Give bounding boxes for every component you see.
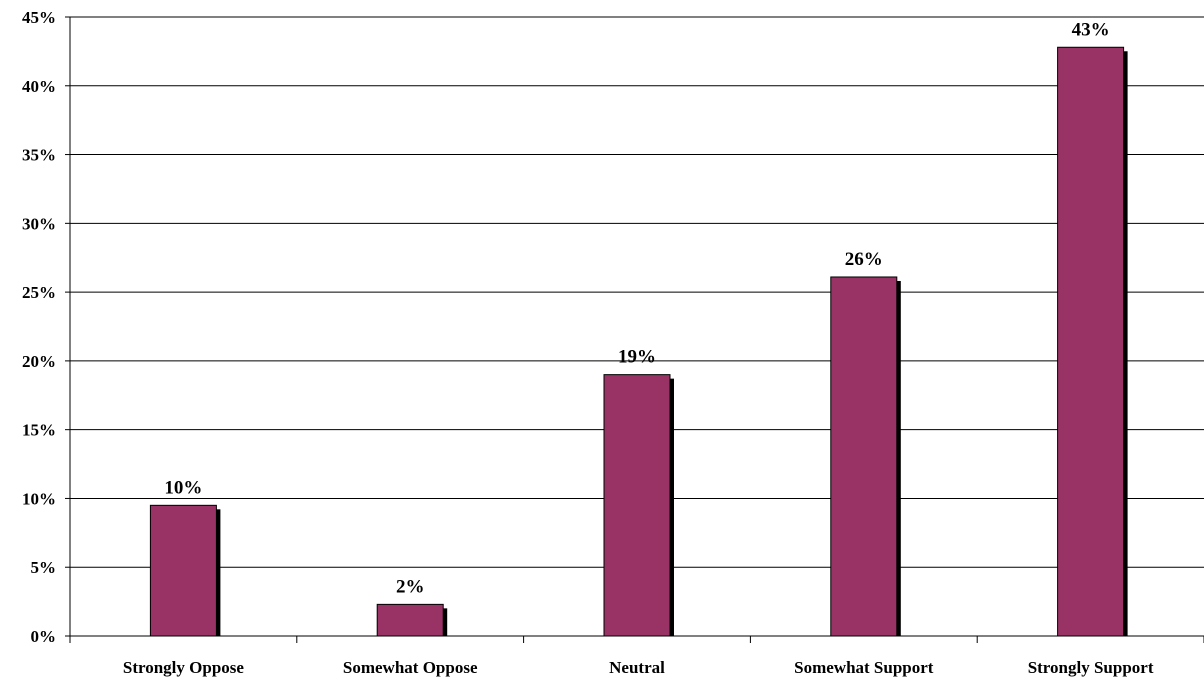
x-tick-label: Strongly Oppose — [123, 658, 245, 677]
gridlines — [70, 16, 1204, 568]
y-tick-label: 35% — [22, 146, 56, 165]
y-tick-label: 15% — [22, 421, 56, 440]
y-tick-label: 10% — [22, 489, 56, 508]
bar — [830, 276, 898, 637]
x-tick-label: Strongly Support — [1028, 658, 1154, 677]
bar — [149, 504, 217, 637]
bar — [376, 603, 444, 637]
x-tick-label: Somewhat Support — [794, 658, 934, 677]
y-tick-label: 45% — [22, 8, 56, 27]
y-tick-label: 20% — [22, 352, 56, 371]
bars — [149, 46, 1128, 637]
y-tick-label: 5% — [31, 558, 57, 577]
bar — [1057, 46, 1125, 637]
bar — [603, 374, 671, 637]
x-tick-label: Neutral — [609, 658, 665, 677]
y-tick-label: 25% — [22, 283, 56, 302]
data-label: 10% — [164, 477, 202, 498]
data-label: 43% — [1072, 19, 1110, 40]
y-tick-label: 30% — [22, 214, 56, 233]
labels: 0% 5% 10% 15% 20% 25% 30% 35% 40% 45% 10% Strongly … — [22, 8, 1154, 677]
data-label: 26% — [845, 249, 883, 270]
data-label: 2% — [396, 576, 425, 597]
x-tick-label: Somewhat Oppose — [343, 658, 478, 677]
data-label: 19% — [618, 347, 656, 368]
y-tick-label: 40% — [22, 77, 56, 96]
y-tick-label: 0% — [31, 627, 57, 646]
